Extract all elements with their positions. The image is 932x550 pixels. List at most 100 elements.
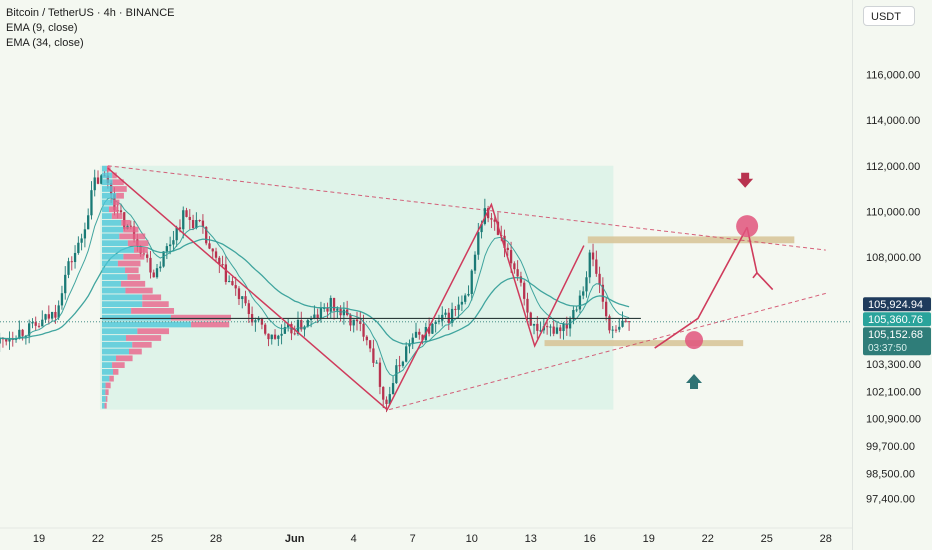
candle-body xyxy=(323,307,326,309)
candle xyxy=(146,251,149,263)
candle-body xyxy=(67,261,70,275)
volume-profile-up-bar xyxy=(101,280,122,287)
volume-profile-down-bar xyxy=(105,382,111,389)
candle-body xyxy=(54,311,57,318)
candle-body xyxy=(539,330,542,332)
candle xyxy=(241,296,244,309)
volume-profile-down-bar xyxy=(112,362,125,368)
candle xyxy=(464,293,467,305)
candle-body xyxy=(378,362,382,387)
x-tick-label: 10 xyxy=(466,533,478,545)
candle xyxy=(191,214,195,231)
candle-body xyxy=(280,333,283,336)
volume-profile-up-bar xyxy=(101,308,132,314)
y-tick-label: 114,000.00 xyxy=(866,115,920,127)
candle-body xyxy=(178,227,182,230)
candle xyxy=(31,318,34,329)
candle-body xyxy=(34,322,37,326)
x-tick-label: 19 xyxy=(33,533,45,545)
candle xyxy=(454,306,457,317)
candle xyxy=(336,306,339,319)
symbol-title: Bitcoin / TetherUS · 4h · BINANCE xyxy=(6,7,175,19)
candle-body xyxy=(467,293,470,296)
candle-body xyxy=(368,340,372,349)
candle xyxy=(37,323,41,329)
candle xyxy=(503,229,506,258)
candle xyxy=(227,275,231,283)
candle-body xyxy=(172,240,175,245)
currency-button[interactable]: USDT xyxy=(863,6,915,26)
volume-profile-row xyxy=(101,368,119,375)
candle-body xyxy=(241,296,244,300)
volume-profile-down-bar xyxy=(125,287,153,294)
volume-profile-row xyxy=(101,355,133,362)
volume-profile-up-bar xyxy=(101,267,126,274)
candle-body xyxy=(165,246,169,252)
volume-profile-row xyxy=(101,321,230,328)
volume-profile-row xyxy=(101,219,131,226)
candle-body xyxy=(244,296,247,304)
candle xyxy=(559,324,562,339)
candle xyxy=(21,328,24,341)
candle xyxy=(605,297,608,321)
volume-profile-up-bar xyxy=(101,240,128,247)
candle xyxy=(614,325,618,333)
volume-profile-down-bar xyxy=(125,335,162,341)
candle-body xyxy=(44,314,47,320)
volume-profile-up-bar xyxy=(101,402,105,409)
candle xyxy=(595,250,598,277)
volume-profile-up-bar xyxy=(101,335,126,341)
candle-body xyxy=(454,308,457,310)
volume-profile-row xyxy=(101,240,149,247)
candle-body xyxy=(37,325,41,327)
candle xyxy=(172,230,175,251)
candle xyxy=(264,322,267,336)
candle-body xyxy=(506,247,509,251)
candle xyxy=(162,251,165,268)
candle xyxy=(316,308,319,324)
candle-body xyxy=(309,318,313,321)
candle-body xyxy=(565,323,568,329)
down-arrow-icon xyxy=(737,172,754,188)
candle-body xyxy=(477,232,480,255)
candle-body xyxy=(270,334,273,340)
volume-profile-up-bar xyxy=(101,179,113,186)
candle-body xyxy=(18,329,21,339)
candle xyxy=(188,209,191,230)
candle-body xyxy=(83,229,87,239)
volume-profile-up-bar xyxy=(101,213,112,219)
candle xyxy=(93,169,96,197)
candle-body xyxy=(411,337,414,344)
candle-body xyxy=(132,226,136,240)
volume-profile-down-bar xyxy=(117,260,141,267)
candle xyxy=(401,360,405,368)
volume-profile-up-bar xyxy=(101,274,128,280)
candle xyxy=(34,316,37,331)
volume-profile-down-bar xyxy=(112,368,119,375)
candle xyxy=(441,306,444,327)
candle-body xyxy=(185,210,188,217)
candle-body xyxy=(621,320,624,327)
volume-profile-up-bar xyxy=(101,233,120,240)
candle-body xyxy=(444,312,447,315)
candle xyxy=(260,317,264,330)
price-label-text: 105,152.68 xyxy=(868,329,923,341)
candle xyxy=(50,311,54,321)
candle xyxy=(621,311,624,328)
candle-body xyxy=(70,261,73,263)
candle-body xyxy=(529,312,532,326)
candle-body xyxy=(572,309,575,320)
candle-body xyxy=(283,327,287,334)
volume-profile-row xyxy=(101,280,146,287)
candle-body xyxy=(8,338,11,342)
candle xyxy=(195,212,198,230)
candle xyxy=(405,342,408,363)
candle xyxy=(5,338,8,346)
volume-profile-up-bar xyxy=(101,165,107,172)
volume-profile-down-bar xyxy=(105,396,108,402)
candle xyxy=(588,249,591,284)
candle xyxy=(70,256,73,271)
candle-body xyxy=(90,190,93,216)
candle xyxy=(349,313,352,332)
